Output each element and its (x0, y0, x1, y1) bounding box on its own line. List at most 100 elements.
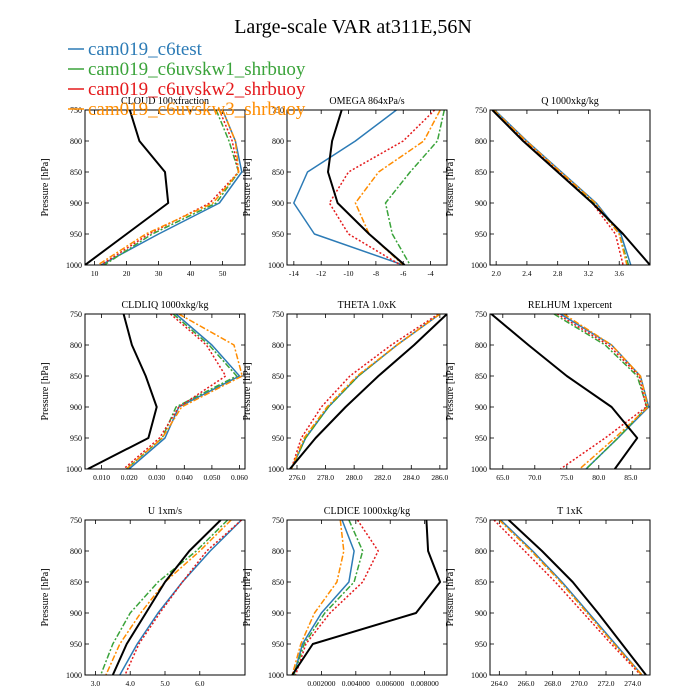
series-line (294, 520, 379, 675)
y-tick-label: 800 (272, 547, 284, 556)
series-line (103, 110, 240, 265)
y-tick-label: 850 (272, 372, 284, 381)
x-tick-label: -4 (427, 269, 433, 278)
y-tick-label: 950 (272, 434, 284, 443)
series-line (293, 110, 404, 265)
reference-line (491, 110, 650, 265)
y-tick-label: 850 (475, 578, 487, 587)
x-tick-label: 266.0 (518, 679, 535, 688)
x-tick-label: 274.0 (624, 679, 641, 688)
panel-title: CLDICE 1000xkg/kg (324, 506, 410, 517)
x-tick-label: 0.008000 (411, 679, 439, 688)
plot-area (291, 520, 442, 675)
y-tick-label: 800 (272, 137, 284, 146)
y-tick-label: 900 (272, 403, 284, 412)
x-tick-label: 20 (123, 269, 131, 278)
x-tick-label: -14 (289, 269, 299, 278)
panel-frame (84, 313, 246, 470)
panel: T 1xK Pressure [hPa] 750 800 850 900 950 1000 26… (445, 506, 651, 688)
y-axis-label: Pressure [hPa] (242, 568, 253, 626)
y-tick-label: 750 (272, 516, 284, 525)
y-tick-label: 800 (475, 547, 487, 556)
series-line (100, 110, 240, 265)
series-line (384, 110, 446, 265)
x-tick-label: -10 (344, 269, 354, 278)
y-tick-label: 1000 (471, 671, 487, 680)
x-tick-label: -12 (316, 269, 326, 278)
y-tick-label: 900 (475, 199, 487, 208)
plot-area (85, 110, 243, 265)
panel-frame (286, 109, 448, 266)
y-tick-label: 750 (70, 106, 82, 115)
panel-frame (84, 519, 246, 676)
y-tick-label: 900 (70, 199, 82, 208)
y-tick-label: 950 (70, 230, 82, 239)
panel-title: CLDLIQ 1000xkg/kg (122, 300, 209, 311)
y-tick-label: 950 (475, 434, 487, 443)
y-tick-label: 800 (70, 137, 82, 146)
y-tick-label: 1000 (471, 465, 487, 474)
series-line (290, 314, 441, 469)
y-axis-label: Pressure [hPa] (445, 362, 456, 420)
panel: Q 1000xkg/kg Pressure [hPa] 750 800 850 900 95… (445, 96, 651, 278)
y-tick-label: 900 (475, 403, 487, 412)
y-tick-label: 950 (70, 640, 82, 649)
y-tick-label: 900 (272, 199, 284, 208)
legend-entry: cam019_c6uvskw3_shrbuoy (88, 99, 306, 120)
series-line (493, 520, 642, 675)
panel: RELHUM 1xpercent Pressure [hPa] 750 800 850 9… (445, 300, 651, 482)
reference-line (327, 110, 406, 265)
y-tick-label: 750 (70, 516, 82, 525)
y-tick-label: 1000 (471, 261, 487, 270)
x-tick-label: 0.002000 (307, 679, 335, 688)
series-line (563, 314, 649, 469)
panel-title: OMEGA 864xPa/s (329, 96, 404, 107)
panel-frame (489, 519, 651, 676)
x-tick-label: 3.2 (584, 269, 594, 278)
plot-area (87, 314, 243, 469)
panel-frame (286, 313, 448, 470)
y-tick-label: 750 (272, 106, 284, 115)
x-tick-label: 4.0 (126, 679, 136, 688)
panel-title: Q 1000xkg/kg (541, 96, 599, 107)
plot-area (293, 110, 446, 265)
y-tick-label: 1000 (66, 261, 82, 270)
panel-title: T 1xK (557, 506, 583, 517)
series-line (556, 314, 647, 469)
y-axis-label: Pressure [hPa] (445, 568, 456, 626)
y-tick-label: 1000 (268, 465, 284, 474)
y-tick-label: 750 (475, 106, 487, 115)
series-line (293, 520, 355, 675)
y-tick-label: 950 (272, 640, 284, 649)
x-tick-label: 5.0 (160, 679, 170, 688)
x-tick-label: 50 (219, 269, 227, 278)
series-line (125, 314, 238, 469)
series-line (290, 314, 439, 469)
y-tick-label: 800 (70, 547, 82, 556)
x-tick-label: 270.0 (571, 679, 588, 688)
series-line (498, 520, 643, 675)
y-tick-label: 850 (475, 168, 487, 177)
x-tick-label: 278.0 (317, 473, 334, 482)
y-tick-label: 850 (272, 578, 284, 587)
x-tick-label: -6 (400, 269, 406, 278)
series-line (293, 520, 364, 675)
series-line (100, 520, 229, 675)
series-line (290, 314, 441, 469)
x-tick-label: 70.0 (528, 473, 541, 482)
reference-line (291, 520, 442, 675)
y-tick-label: 1000 (66, 465, 82, 474)
series-line (124, 520, 242, 675)
plot-area (490, 314, 650, 469)
x-tick-label: 85.0 (624, 473, 637, 482)
y-tick-label: 750 (475, 310, 487, 319)
reference-line (508, 520, 647, 675)
x-tick-label: 0.050 (203, 473, 220, 482)
y-axis-label: Pressure [hPa] (242, 158, 253, 216)
plot-area (493, 520, 647, 675)
panel: CLDLIQ 1000xkg/kg Pressure [hPa] 750 800 850… (40, 300, 248, 482)
x-tick-label: 0.060 (231, 473, 248, 482)
plot-area (100, 520, 243, 675)
series-line (493, 110, 628, 265)
y-tick-label: 950 (475, 640, 487, 649)
